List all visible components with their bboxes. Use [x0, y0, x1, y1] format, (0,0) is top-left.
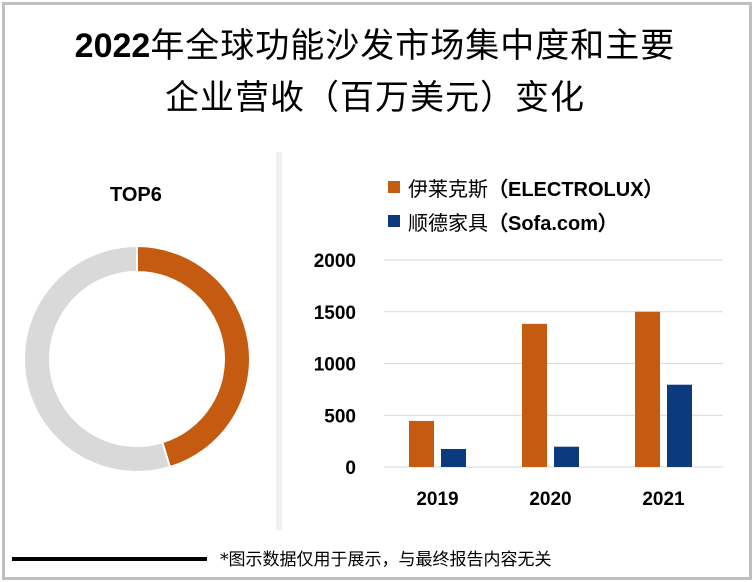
concentration-donut-chart	[23, 244, 251, 473]
legend-swatch-orange	[388, 181, 400, 193]
legend-label-en: （ELECTROLUX）	[488, 178, 664, 201]
legend-item-sofacom: 顺德家具（Sofa.com）	[388, 204, 664, 238]
y-tick-label: 2000	[314, 251, 356, 272]
bar-electrolux-2021	[635, 311, 660, 467]
bar-sofacom-2019	[441, 448, 466, 467]
y-tick-label: 1500	[314, 303, 356, 324]
footnote: *图示数据仅用于展示，与最终报告内容无关	[220, 550, 552, 570]
title-line-2: 企业营收（百万美元）变化	[165, 78, 585, 118]
legend-label-cn: 顺德家具	[408, 210, 488, 235]
vertical-divider	[276, 152, 282, 530]
legend-swatch-blue	[388, 215, 400, 227]
donut-segment-top6	[136, 244, 251, 469]
y-tick-label: 0	[345, 458, 356, 479]
donut-label: TOP6	[110, 184, 162, 206]
y-tick-label: 500	[324, 406, 356, 427]
title-line-1: 2022年全球功能沙发市场集中度和主要	[0, 20, 750, 72]
bar-sofacom-2021	[667, 384, 692, 467]
page-title: 2022年全球功能沙发市场集中度和主要 企业营收（百万美元）变化	[0, 20, 750, 124]
bar-sofacom-2020	[554, 446, 579, 467]
y-tick-label: 1000	[314, 355, 356, 376]
title-line-1-text: 年全球功能沙发市场集中度和主要	[150, 26, 676, 66]
chart-legend: 伊莱克斯（ELECTROLUX） 顺德家具（Sofa.com）	[388, 170, 664, 238]
legend-item-electrolux: 伊莱克斯（ELECTROLUX）	[388, 170, 664, 204]
x-tick-label: 2020	[529, 489, 571, 510]
donut-segment-others	[23, 244, 172, 473]
x-tick-label: 2019	[416, 489, 458, 510]
legend-label-cn: 伊莱克斯	[408, 176, 488, 201]
revenue-bar-chart: 0 500 1000 1500 2000 2019 2020 2021	[314, 251, 723, 510]
footer-rule	[12, 557, 207, 561]
bar-electrolux-2020	[522, 323, 547, 467]
title-year: 2022	[74, 27, 151, 65]
bar-electrolux-2019	[409, 420, 434, 467]
x-tick-label: 2021	[642, 489, 685, 510]
legend-label-en: （Sofa.com）	[488, 212, 619, 235]
